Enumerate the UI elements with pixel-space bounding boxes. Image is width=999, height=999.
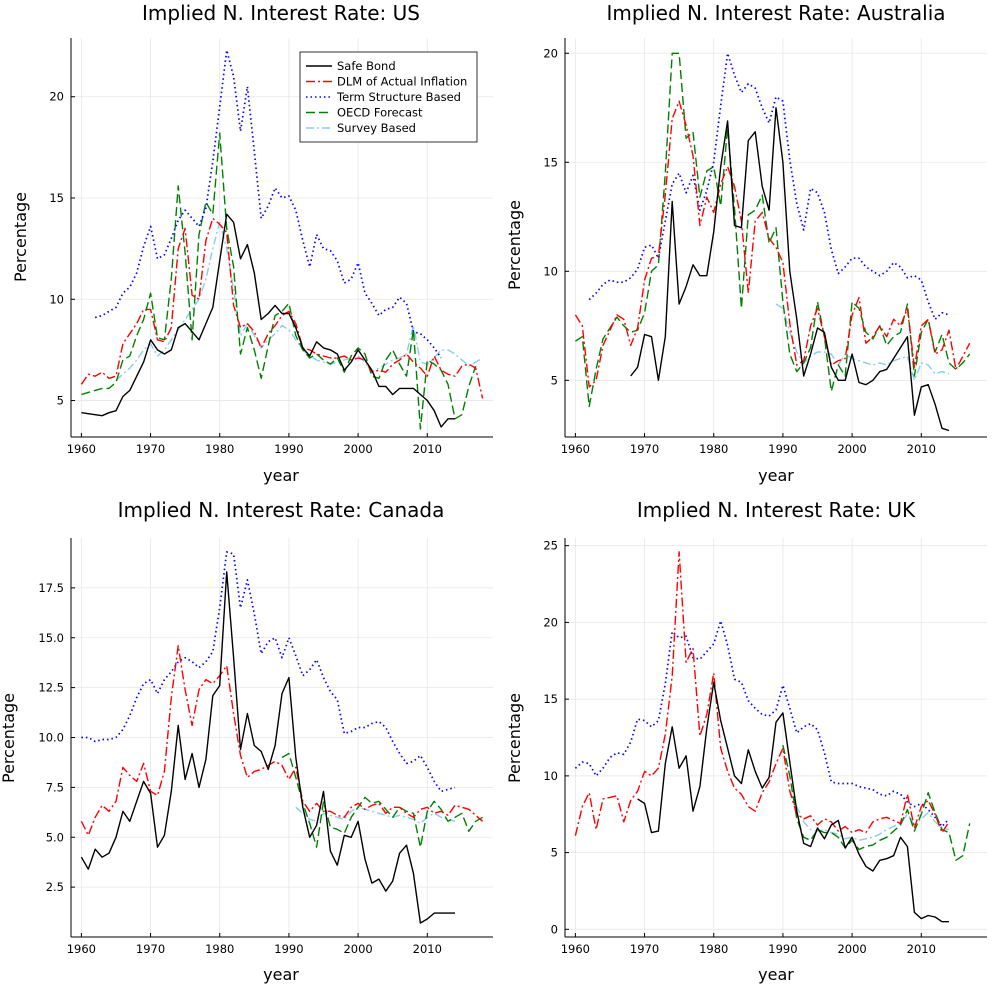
y-tick-label: 2.5 xyxy=(46,880,64,894)
series-line-dlm-of-actual-inflation xyxy=(80,217,484,399)
x-tick-label: 2010 xyxy=(413,942,442,956)
legend-label: DLM of Actual Inflation xyxy=(337,75,467,89)
x-tick-label: 2000 xyxy=(343,942,372,956)
x-tick-label: 2010 xyxy=(907,942,936,956)
y-tick-label: 20 xyxy=(543,615,558,629)
legend-label: Term Structure Based xyxy=(336,90,461,104)
x-tick-label: 1980 xyxy=(205,442,234,456)
x-tick-label: 2010 xyxy=(413,442,442,456)
series-line-term-structure-based xyxy=(81,551,456,793)
series-line-oecd-forecast xyxy=(782,745,971,861)
x-axis-label: year xyxy=(758,466,794,485)
series-line-survey-based xyxy=(775,303,950,381)
legend-label: OECD Forecast xyxy=(337,106,423,120)
x-axis-label: year xyxy=(263,965,299,984)
y-tick-label: 10 xyxy=(49,292,64,306)
y-axis-label: Percentage xyxy=(11,192,30,282)
y-tick-label: 5.0 xyxy=(46,830,64,844)
x-tick-label: 1970 xyxy=(136,942,165,956)
x-tick-label: 1990 xyxy=(768,442,797,456)
x-tick-label: 1960 xyxy=(67,942,96,956)
x-tick-label: 1960 xyxy=(561,942,590,956)
series-line-survey-based xyxy=(789,790,950,841)
y-tick-label: 5 xyxy=(551,846,558,860)
x-axis-label: year xyxy=(758,965,794,984)
y-tick-label: 10 xyxy=(543,264,558,278)
x-tick-label: 1980 xyxy=(699,942,728,956)
legend-label: Safe Bond xyxy=(337,59,396,73)
series-line-term-structure-based xyxy=(574,620,950,828)
y-axis-label: Percentage xyxy=(0,693,18,783)
series-line-dlm-of-actual-inflation xyxy=(80,645,484,836)
x-tick-label: 1990 xyxy=(274,442,303,456)
y-tick-label: 5 xyxy=(551,373,558,387)
y-tick-label: 0 xyxy=(551,922,558,936)
x-tick-label: 2000 xyxy=(343,442,372,456)
series-line-survey-based xyxy=(295,806,456,824)
series-line-oecd-forecast xyxy=(81,132,477,430)
y-tick-label: 15.0 xyxy=(38,631,64,645)
x-tick-label: 1980 xyxy=(699,442,728,456)
y-tick-label: 7.5 xyxy=(46,780,64,794)
series-line-safe-bond xyxy=(630,107,950,432)
x-tick-label: 1970 xyxy=(630,942,659,956)
series-line-safe-bond xyxy=(80,571,455,924)
series-line-dlm-of-actual-inflation xyxy=(574,100,971,388)
y-tick-label: 20 xyxy=(543,46,558,60)
y-tick-label: 15 xyxy=(543,155,558,169)
chart-title: Implied N. Interest Rate: US xyxy=(142,1,420,25)
x-tick-label: 2000 xyxy=(837,442,866,456)
y-tick-label: 10.0 xyxy=(38,731,64,745)
panel-uk: Implied N. Interest Rate: UK year Percen… xyxy=(505,498,987,984)
y-tick-label: 20 xyxy=(49,90,64,104)
y-tick-label: 12.5 xyxy=(38,681,64,695)
y-tick-label: 5 xyxy=(57,394,64,408)
series-line-dlm-of-actual-inflation xyxy=(574,551,950,836)
panel-australia: Implied N. Interest Rate: Australia year… xyxy=(505,1,987,485)
y-tick-label: 15 xyxy=(543,692,558,706)
y-axis-label: Percentage xyxy=(505,693,524,783)
x-tick-label: 1970 xyxy=(136,442,165,456)
x-tick-label: 1990 xyxy=(768,942,797,956)
chart-title: Implied N. Interest Rate: UK xyxy=(637,498,916,522)
x-tick-label: 2000 xyxy=(837,942,866,956)
series-line-safe-bond xyxy=(81,213,455,428)
x-tick-label: 1980 xyxy=(205,942,234,956)
y-tick-label: 15 xyxy=(49,191,64,205)
series-line-oecd-forecast xyxy=(281,752,483,848)
chart-title: Implied N. Interest Rate: Canada xyxy=(118,498,445,522)
x-tick-label: 1960 xyxy=(561,442,590,456)
legend-label: Survey Based xyxy=(337,121,416,135)
x-tick-label: 1970 xyxy=(630,442,659,456)
panel-us: Implied N. Interest Rate: US year Percen… xyxy=(11,1,493,485)
y-tick-label: 17.5 xyxy=(38,581,64,595)
x-axis-label: year xyxy=(263,466,299,485)
y-tick-label: 25 xyxy=(543,539,558,553)
x-tick-label: 2010 xyxy=(907,442,936,456)
series-line-safe-bond xyxy=(637,681,949,923)
chart-title: Implied N. Interest Rate: Australia xyxy=(606,1,945,25)
series-line-oecd-forecast xyxy=(575,52,971,408)
y-axis-label: Percentage xyxy=(505,200,524,290)
panel-canada: Implied N. Interest Rate: Canada year Pe… xyxy=(0,498,493,984)
y-tick-label: 10 xyxy=(543,769,558,783)
series-line-term-structure-based xyxy=(588,52,950,321)
x-tick-label: 1960 xyxy=(67,442,96,456)
x-tick-label: 1990 xyxy=(274,942,303,956)
